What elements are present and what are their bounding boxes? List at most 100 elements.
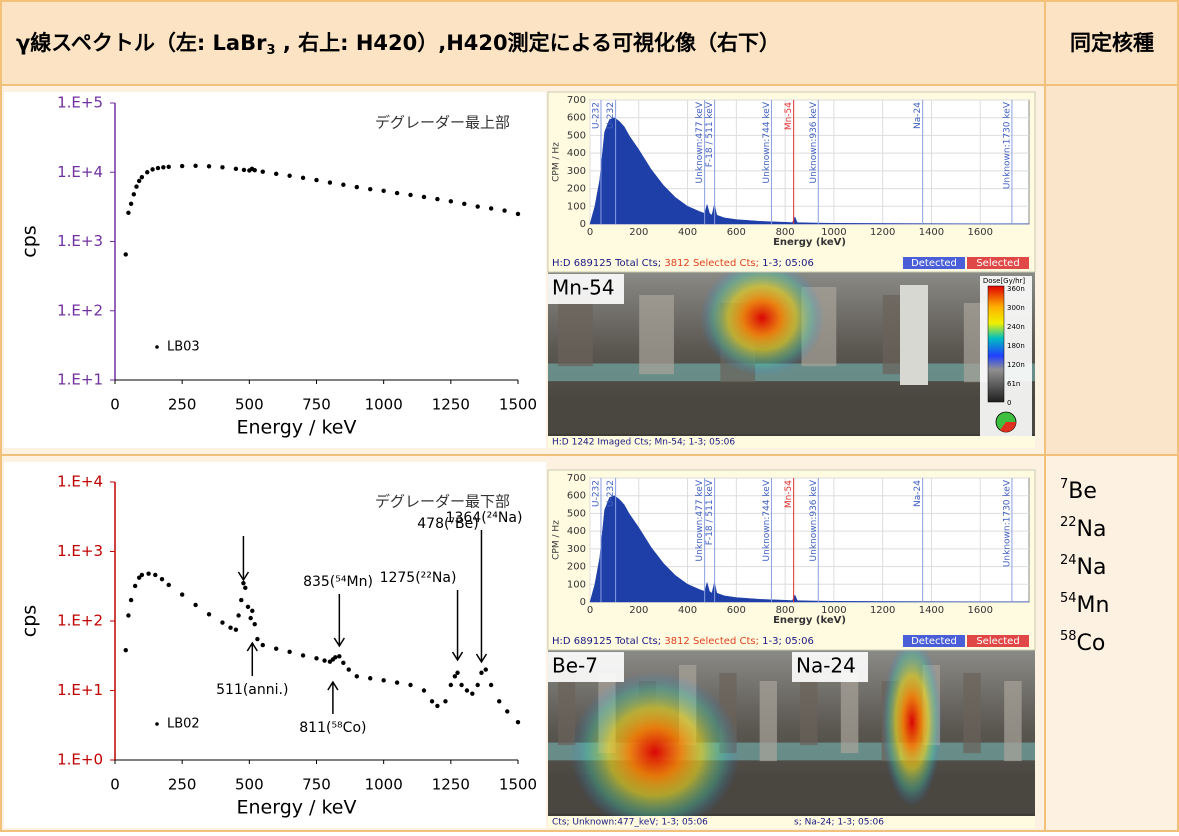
y-tick-label: 700 — [567, 95, 586, 106]
y-tick-label: 500 — [567, 130, 586, 141]
hotspot — [700, 260, 824, 376]
data-point — [355, 185, 359, 189]
data-point — [124, 252, 128, 256]
data-point — [241, 581, 245, 585]
peak-label: Unknown:744 keV — [762, 101, 772, 183]
y-tick-label: 0 — [580, 597, 586, 608]
peak-label: Unknown:1730 keV — [1002, 101, 1012, 189]
data-point — [167, 165, 171, 169]
data-point — [489, 683, 493, 687]
y-tick-label: 1.E+0 — [57, 751, 103, 769]
element-symbol: Co — [1077, 631, 1106, 656]
mass-number: 22 — [1060, 515, 1077, 530]
peak-label: F-18 / 511 keV — [705, 479, 715, 545]
data-point — [255, 637, 259, 641]
y-tick-label: 600 — [567, 113, 586, 124]
legend-marker — [155, 345, 159, 349]
x-tick-label: 1600 — [967, 605, 992, 616]
photo-footer: Cts; Unknown:477_keV; 1-3; 05:06 — [552, 818, 708, 828]
x-tick-label: 0 — [110, 396, 120, 414]
photo-machinery — [841, 673, 859, 753]
x-axis-title: Energy (keV) — [773, 237, 846, 248]
data-point — [381, 189, 385, 193]
data-point — [243, 586, 247, 590]
y-tick-label: 600 — [567, 491, 586, 502]
colorbar-tick-label: 240n — [1007, 323, 1025, 331]
x-tick-label: 750 — [302, 776, 331, 794]
data-point — [207, 612, 211, 616]
photo-machinery — [963, 673, 981, 753]
x-tick-label: 1500 — [499, 396, 537, 414]
x-tick-label: 1000 — [365, 776, 403, 794]
photo-footer: H:D 1242 Imaged Cts; Mn-54; 1-3; 05:06 — [552, 438, 735, 448]
data-point — [156, 166, 160, 170]
x-tick-label: 1600 — [967, 227, 992, 238]
colorbar-tick-label: 300n — [1007, 304, 1025, 312]
y-axis-title: cps — [19, 605, 41, 637]
hotspot — [570, 672, 740, 832]
slide: γ線スペクトル（左: LaBr3 , 右上: H420）,H420測定による可視… — [0, 0, 1179, 832]
x-tick-label: 250 — [168, 396, 197, 414]
y-tick-label: 1.E+4 — [57, 473, 103, 491]
data-point — [193, 603, 197, 607]
annotation: デグレーダー最下部 — [375, 493, 510, 511]
y-tick-label: 1.E+3 — [57, 232, 103, 250]
data-point — [124, 648, 128, 652]
title-subscript: 3 — [266, 43, 275, 58]
x-tick-label: 1200 — [870, 605, 895, 616]
data-point — [133, 584, 137, 588]
colorbar-tick-label: 120n — [1007, 361, 1025, 369]
y-axis-title: CPM / Hz — [552, 142, 562, 182]
peak-annotation: 811(⁵⁸Co) — [299, 720, 366, 736]
peak-label: F-18 / 511 keV — [705, 101, 715, 167]
x-tick-label: 600 — [727, 227, 746, 238]
data-point — [408, 193, 412, 197]
data-point — [250, 609, 254, 613]
y-tick-label: 500 — [567, 508, 586, 519]
colorbar-tick-label: 180n — [1007, 342, 1025, 350]
data-point — [167, 583, 171, 587]
data-point — [435, 197, 439, 201]
data-point — [180, 164, 184, 168]
data-point — [287, 650, 291, 654]
data-point — [453, 674, 457, 678]
colorbar-title: Dose[Gy/hr] — [983, 277, 1026, 285]
peak-label: Unknown:477 keV — [695, 479, 705, 561]
y-axis-title: cps — [19, 225, 41, 257]
x-tick-label: 1000 — [365, 396, 403, 414]
data-point — [395, 191, 399, 195]
data-point — [470, 691, 474, 695]
x-tick-label: 400 — [678, 605, 697, 616]
data-point — [274, 646, 278, 650]
data-point — [459, 683, 463, 687]
data-point — [253, 622, 257, 626]
mass-number: 58 — [1060, 629, 1077, 644]
legend-label: LB02 — [167, 717, 200, 732]
data-point — [516, 212, 520, 216]
title-text: γ線スペクトル（左: LaBr — [16, 31, 267, 55]
x-axis-title: Energy / keV — [236, 417, 356, 439]
footer-total: H:D 689125 Total Cts; — [552, 636, 664, 647]
data-point — [287, 174, 291, 178]
data-point — [129, 202, 133, 206]
data-point — [220, 165, 224, 169]
photo-floor — [548, 395, 1035, 434]
data-point — [234, 627, 238, 631]
peak-annotation: 511(anni.) — [216, 682, 288, 698]
colorbar-tick-label: 360n — [1007, 285, 1025, 293]
element-symbol: Na — [1077, 555, 1107, 580]
data-point — [137, 179, 141, 183]
data-point — [150, 167, 154, 171]
photo-label: Na-24 — [796, 654, 856, 678]
nuclide-cell — [1045, 85, 1179, 455]
data-point — [328, 180, 332, 184]
data-point — [132, 192, 136, 196]
peak-label: Mn-54 — [784, 480, 794, 508]
hotspot — [882, 637, 942, 807]
footer-selected: 3812 Selected Cts; — [664, 636, 759, 647]
peak-label: Unknown:1730 keV — [1002, 479, 1012, 567]
footer-total: H:D 689125 Total Cts; — [552, 258, 664, 269]
data-point — [236, 613, 240, 617]
data-point — [479, 671, 483, 675]
footer-selected: 3812 Selected Cts; — [664, 258, 759, 269]
